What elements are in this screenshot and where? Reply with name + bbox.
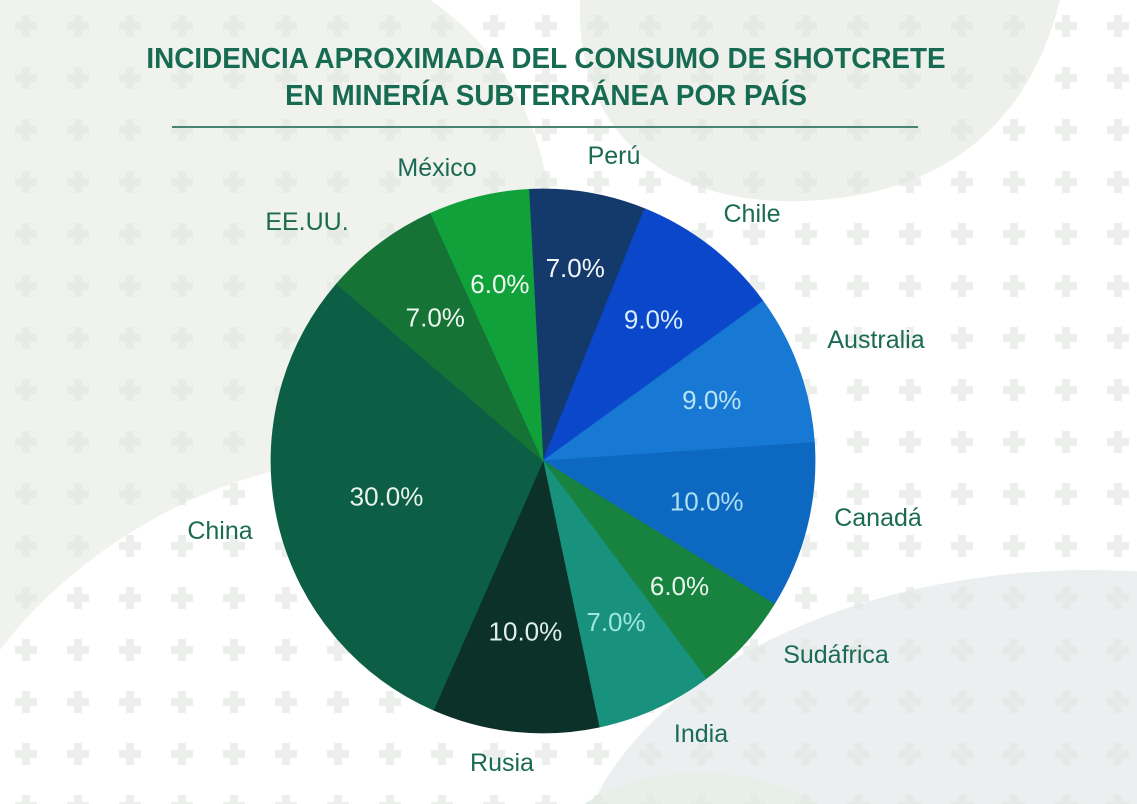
pie-percent-label-chile: 9.0% — [624, 305, 683, 335]
pie-country-label-australia: Australia — [827, 326, 924, 354]
pie-country-label-eeuu: EE.UU. — [265, 208, 348, 236]
pie-country-label-rusia: Rusia — [470, 749, 534, 777]
pie-percent-label-india: 7.0% — [586, 607, 645, 637]
pie-percent-label-australia: 9.0% — [682, 385, 741, 415]
pie-slices — [270, 188, 816, 734]
pie-slice-india — [542, 460, 707, 728]
pie-country-label-india: India — [674, 720, 728, 748]
pie-slice-canada — [541, 442, 816, 605]
pie-country-label-china: China — [187, 517, 252, 545]
pie-slice-mexico — [430, 188, 544, 462]
pie-slice-eeuu — [336, 212, 544, 462]
pie-percent-label-china: 30.0% — [350, 482, 424, 512]
pie-slice-australia — [541, 300, 815, 462]
title-divider — [172, 126, 918, 128]
chart-title: INCIDENCIA APROXIMADA DEL CONSUMO DE SHO… — [22, 41, 1070, 115]
pie-country-labels: Perú Chile Australia Canadá Sudáfrica India Ru… — [187, 142, 924, 777]
pie-percent-label-peru: 7.0% — [546, 253, 605, 283]
pie-slice-rusia — [432, 459, 600, 734]
pie-country-label-chile: Chile — [724, 200, 781, 228]
pie-percent-label-canada: 10.0% — [670, 487, 744, 517]
pie-percent-label-rusia: 10.0% — [489, 616, 563, 646]
pie-percent-labels: 7.0%9.0%9.0%10.0%6.0%7.0%10.0%30.0%7.0%6… — [350, 253, 744, 647]
pie-country-label-mexico: México — [397, 154, 476, 182]
pie-percent-label-mexico: 6.0% — [470, 269, 529, 299]
pie-country-label-canada: Canadá — [834, 504, 922, 532]
pie-slice-peru — [528, 188, 646, 462]
chart-title-line2: EN MINERÍA SUBTERRÁNEA POR PAÍS — [285, 80, 807, 112]
pie-percent-label-sudafrica: 6.0% — [650, 571, 709, 601]
pie-country-label-peru: Perú — [588, 142, 641, 170]
chart-title-line1: INCIDENCIA APROXIMADA DEL CONSUMO DE SHO… — [146, 43, 946, 75]
pie-slice-chile — [542, 208, 764, 463]
pie-slice-china — [270, 283, 544, 711]
pie-country-label-sudafrica: Sudáfrica — [783, 641, 889, 669]
pie-percent-label-eeuu: 7.0% — [406, 302, 465, 332]
